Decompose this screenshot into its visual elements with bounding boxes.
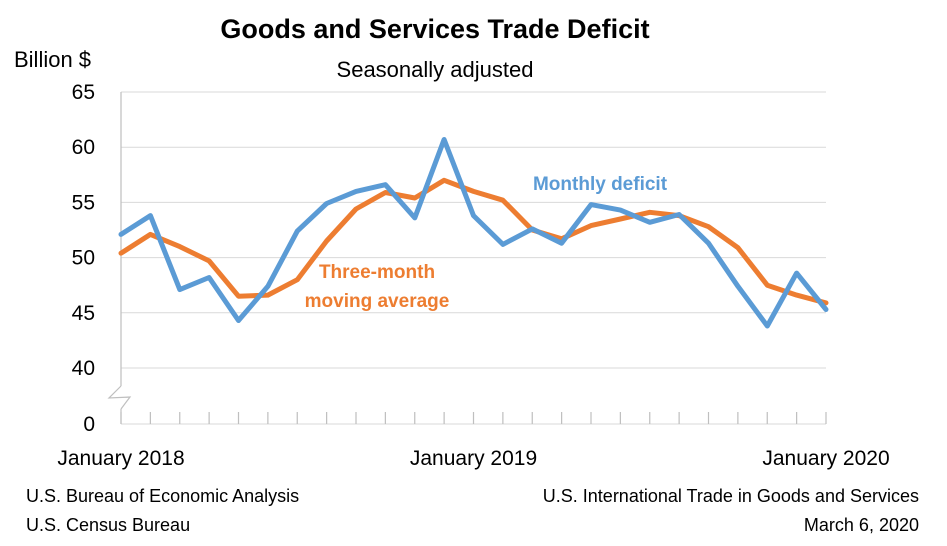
y-tick-label: 50 xyxy=(72,247,95,270)
y-tick-label-zero: 0 xyxy=(83,413,95,436)
chart-title: Goods and Services Trade Deficit xyxy=(220,14,650,44)
series-labels: Monthly deficit Three-month moving average xyxy=(305,174,668,312)
y-tick-label: 55 xyxy=(72,191,95,214)
series-line-moving-average xyxy=(118,177,829,306)
axis-break-icon xyxy=(107,385,132,410)
y-axis-label: Billion $ xyxy=(14,47,92,72)
release-date: March 6, 2020 xyxy=(803,515,919,535)
series-line-monthly-deficit xyxy=(118,137,829,329)
label-moving-average-line1: Three-month xyxy=(319,262,435,283)
gridlines xyxy=(121,91,826,425)
source-census: U.S. Census Bureau xyxy=(26,515,191,535)
y-tick-label: 65 xyxy=(72,81,95,104)
x-tick-labels: January 2018 January 2019 January 2020 xyxy=(57,447,889,470)
x-tick-label: January 2019 xyxy=(410,447,537,470)
y-tick-label: 60 xyxy=(72,136,95,159)
axes xyxy=(107,92,827,424)
x-tick-label: January 2020 xyxy=(762,447,889,470)
label-moving-average-line2: moving average xyxy=(305,291,450,312)
y-tick-label: 40 xyxy=(72,357,95,380)
source-bea: U.S. Bureau of Economic Analysis xyxy=(26,486,300,506)
y-tick-label: 45 xyxy=(72,302,95,325)
x-tick-label: January 2018 xyxy=(57,447,184,470)
release-name: U.S. International Trade in Goods and Se… xyxy=(542,486,919,506)
series-lines xyxy=(118,137,829,329)
y-tick-labels: 40 45 50 55 60 65 0 xyxy=(72,81,95,436)
label-monthly-deficit: Monthly deficit xyxy=(533,174,668,195)
chart-subtitle: Seasonally adjusted xyxy=(336,57,534,82)
